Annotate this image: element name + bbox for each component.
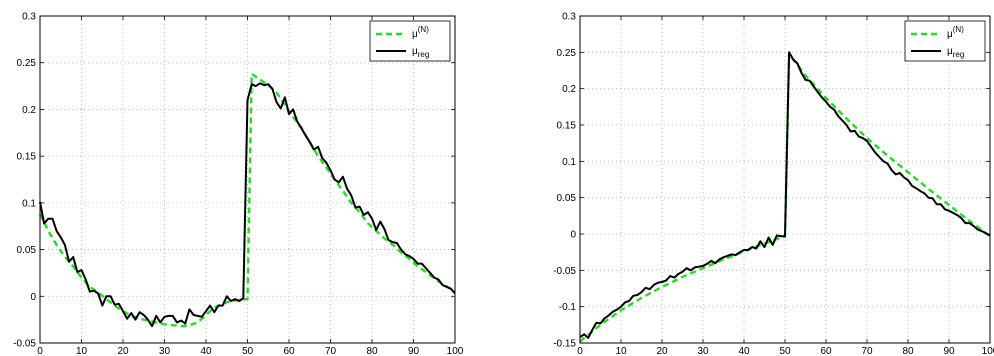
- y-tick-label: -0.05: [553, 266, 576, 277]
- y-tick-label: 0.25: [557, 48, 577, 59]
- legend-label: μ(N): [947, 25, 964, 40]
- y-tick-label: 0.1: [562, 157, 576, 168]
- legend-label: μreg: [412, 46, 429, 59]
- legend-box: [904, 20, 986, 62]
- y-tick-label: 0: [570, 230, 576, 241]
- y-tick-label: 0.2: [22, 105, 36, 116]
- y-tick-label: 0.05: [17, 245, 37, 256]
- x-tick-label: 100: [447, 346, 464, 356]
- x-tick-label: 40: [200, 346, 212, 356]
- chart-2: 0 10 20 30 40 50 60 70 80 90 100 -0.15 -0.1 -0.05 0 0.0…: [553, 12, 994, 356]
- legend-label-sub: reg: [953, 50, 965, 59]
- y-tick-label: 0: [30, 292, 36, 303]
- y-tick-label: 0.15: [17, 152, 37, 163]
- y-tick-label: 0.25: [17, 58, 37, 69]
- y-tick-label: -0.1: [559, 302, 577, 313]
- y-tick-label: 0.05: [557, 193, 577, 204]
- series-line-mu-n: [38, 72, 456, 328]
- legend-label: μreg: [947, 46, 964, 59]
- y-tick-label: 0.1: [22, 198, 36, 209]
- axes-box: [579, 15, 991, 344]
- series-line-mu-reg: [579, 51, 991, 339]
- legend-box: [369, 20, 451, 62]
- plot-area: [580, 16, 990, 343]
- x-tick-label: 90: [943, 346, 955, 356]
- x-tick-label: 80: [366, 346, 378, 356]
- x-tick-label: 60: [820, 346, 832, 356]
- legend-label-base: μ: [947, 29, 953, 40]
- x-tick-label: 30: [159, 346, 171, 356]
- x-tick-label: 10: [76, 346, 88, 356]
- x-tick-label: 70: [325, 346, 337, 356]
- legend-label-base: μ: [412, 29, 418, 40]
- x-tick-label: 20: [656, 346, 668, 356]
- legend-label-base: μ: [947, 46, 953, 57]
- y-tick-label: 0.3: [562, 12, 576, 23]
- legend-label-base: μ: [412, 46, 418, 57]
- y-tick-label: 0.15: [557, 121, 577, 132]
- x-tick-label: 0: [37, 346, 43, 356]
- x-tick-label: 40: [738, 346, 750, 356]
- x-tick-label: 50: [242, 346, 254, 356]
- chart-1: 0 10 20 30 40 50 60 70 80 90 100-0.0500.050.10.150…: [13, 12, 464, 356]
- legend: μ(N)μreg: [369, 20, 451, 62]
- x-tick-label: 60: [283, 346, 295, 356]
- x-tick-label: 80: [902, 346, 914, 356]
- plot-area: [40, 16, 455, 343]
- x-tick-label: 10: [615, 346, 627, 356]
- y-tick-label: 0.3: [22, 12, 36, 23]
- legend-label-sup: (N): [953, 25, 964, 34]
- x-tick-label: 70: [861, 346, 873, 356]
- legend-label: μ(N): [412, 25, 429, 40]
- x-tick-label: 50: [779, 346, 791, 356]
- x-tick-label: 90: [408, 346, 420, 356]
- x-tick-label: 0: [577, 346, 583, 356]
- y-tick-label: -0.15: [553, 339, 576, 350]
- x-tick-label: 100: [982, 346, 994, 356]
- legend-label-sup: (N): [418, 25, 429, 34]
- series-line-mu-reg: [39, 82, 456, 328]
- x-tick-label: 30: [697, 346, 709, 356]
- axes-box: [39, 15, 456, 344]
- y-tick-label: -0.05: [13, 339, 36, 350]
- x-tick-label: 20: [117, 346, 129, 356]
- legend-label-sub: reg: [418, 50, 430, 59]
- y-tick-label: 0.2: [562, 84, 576, 95]
- legend: μ(N)μreg: [904, 20, 986, 62]
